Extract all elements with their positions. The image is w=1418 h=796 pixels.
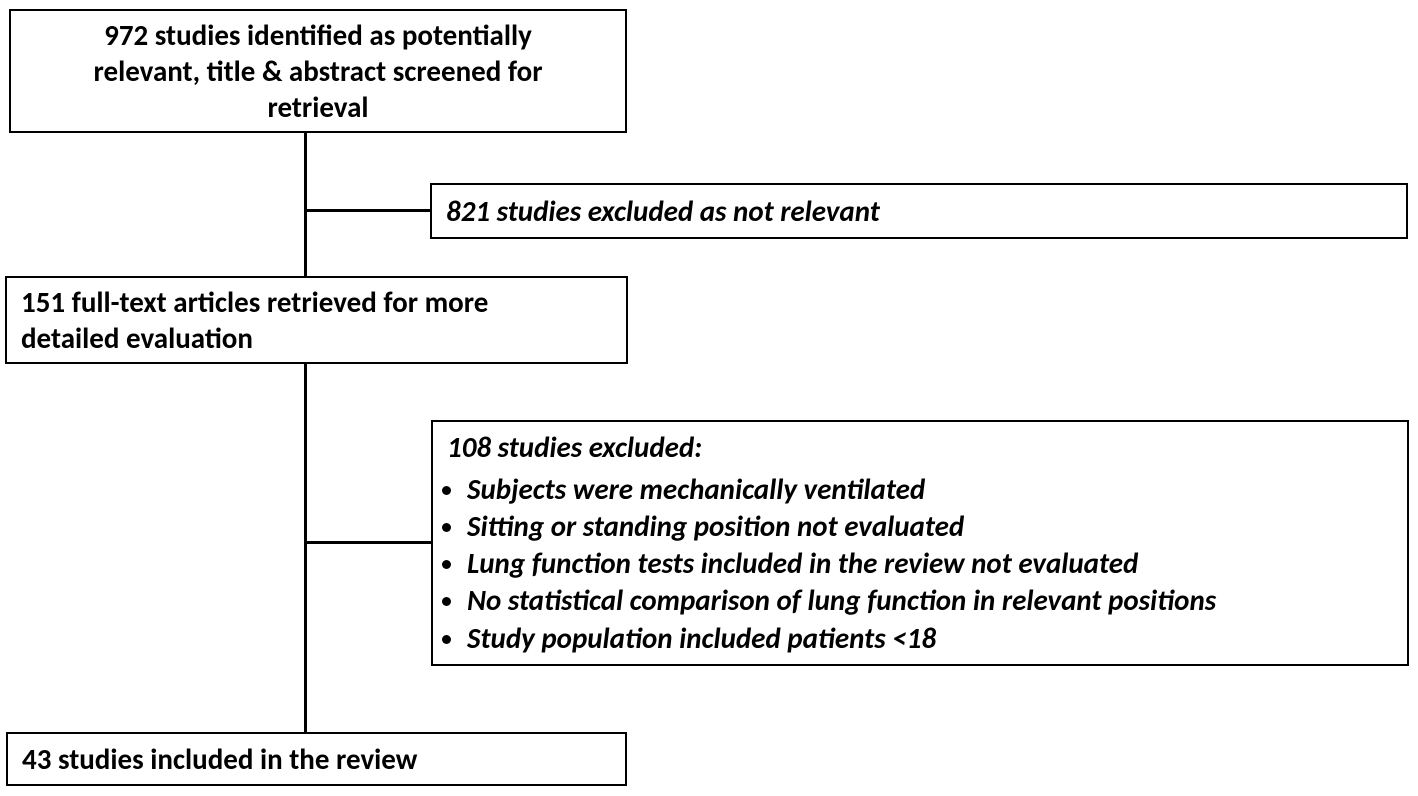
node-bullet-item: Subjects were mechanically ventilated (467, 471, 1216, 507)
node-text-line: retrieval (267, 89, 368, 125)
node-text-line: detailed evaluation (21, 320, 253, 356)
node-text-line: 151 full-text articles retrieved for mor… (21, 284, 488, 320)
flow-node-included: 43 studies included in the review (6, 732, 627, 786)
connector-hline (304, 541, 431, 544)
node-bullet-item: Study population included patients <18 (467, 620, 1216, 656)
node-bullet-item: No statistical comparison of lung functi… (467, 582, 1216, 618)
node-bullets: Subjects were mechanically ventilated Si… (447, 470, 1216, 657)
flow-node-identified: 972 studies identified as potentially re… (9, 9, 627, 133)
connector-vline (304, 133, 307, 276)
node-text-line: relevant, title & abstract screened for (93, 53, 542, 89)
node-text-line: 821 studies excluded as not relevant (446, 193, 880, 229)
node-text-line: 972 studies identified as potentially (104, 17, 532, 53)
connector-hline (304, 209, 430, 212)
flowchart-canvas: 972 studies identified as potentially re… (0, 0, 1418, 796)
connector-vline (304, 364, 307, 732)
flow-node-excluded-108: 108 studies excluded: Subjects were mech… (431, 420, 1409, 666)
node-bullet-item: Lung function tests included in the revi… (467, 545, 1216, 581)
node-bullet-item: Sitting or standing position not evaluat… (467, 508, 1216, 544)
flow-node-excluded-821: 821 studies excluded as not relevant (430, 183, 1408, 239)
node-text-line: 43 studies included in the review (22, 741, 417, 777)
flow-node-fulltext: 151 full-text articles retrieved for mor… (5, 276, 628, 364)
node-heading: 108 studies excluded: (447, 429, 702, 465)
